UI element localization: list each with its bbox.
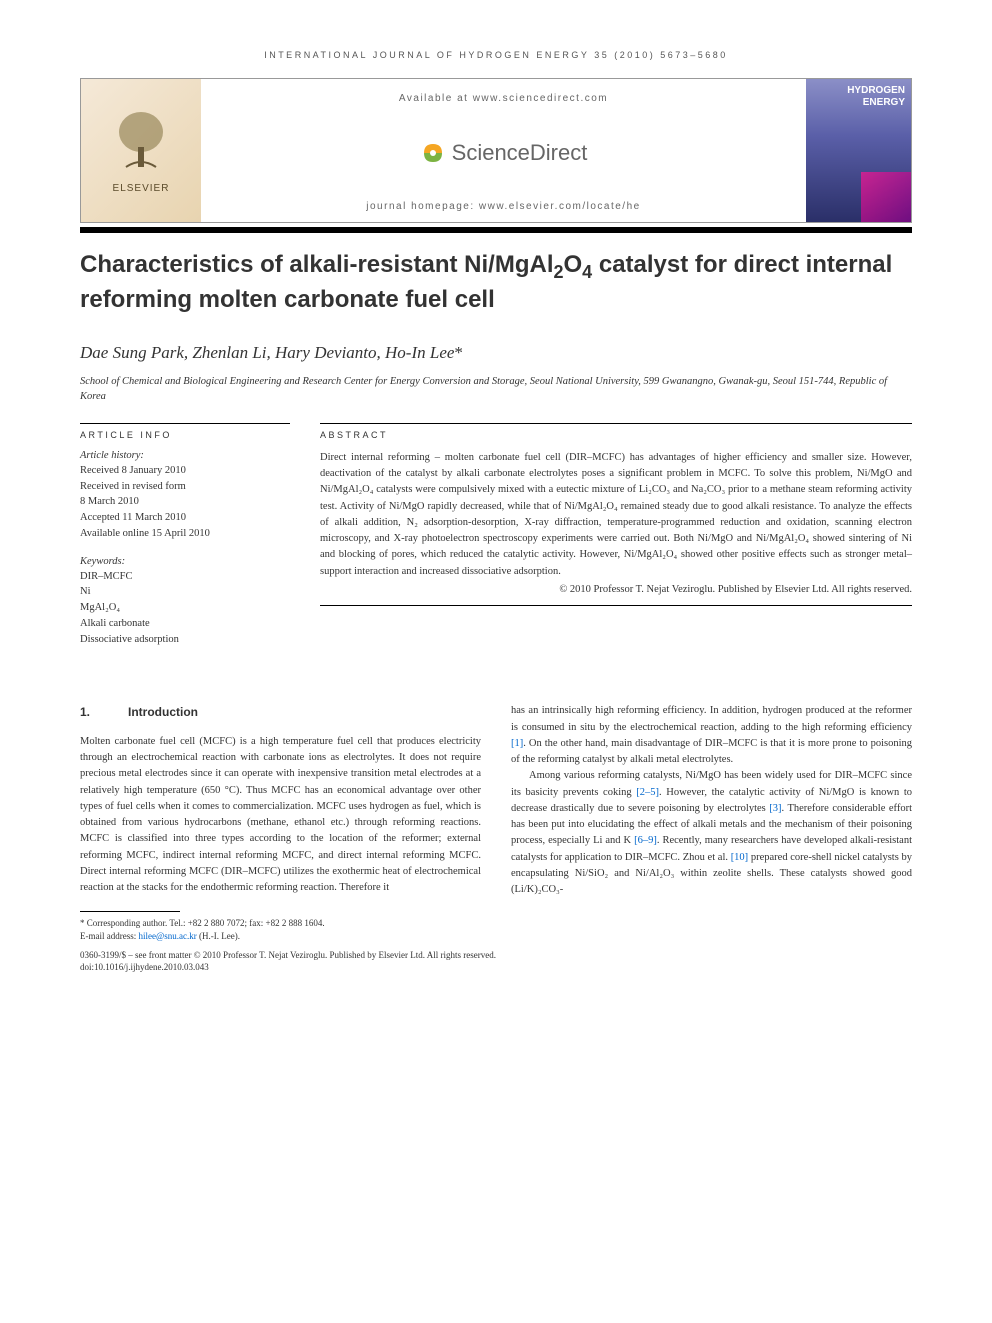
elsevier-logo: ELSEVIER: [81, 79, 201, 222]
keywords-block: Keywords: DIR–MCFC Ni MgAl₂O₄ Alkali car…: [80, 556, 290, 648]
history-line: Received 8 January 2010: [80, 463, 290, 479]
sciencedirect-logo: ScienceDirect: [420, 140, 588, 166]
title-part-2: O: [564, 251, 583, 278]
keyword: MgAl₂O₄: [80, 600, 290, 616]
email-footnote: E-mail address: hilee@snu.ac.kr (H.-I. L…: [80, 930, 481, 943]
abstract-copyright: © 2010 Professor T. Nejat Veziroglu. Pub…: [320, 584, 912, 595]
sciencedirect-text: ScienceDirect: [452, 140, 588, 166]
abstract-rule: [320, 423, 912, 424]
running-head: INTERNATIONAL JOURNAL OF HYDROGEN ENERGY…: [80, 50, 912, 60]
info-rule: [80, 423, 290, 424]
citation-link[interactable]: [6–9]: [634, 835, 657, 846]
info-abstract-row: ARTICLE INFO Article history: Received 8…: [80, 423, 912, 662]
email-link[interactable]: hilee@snu.ac.kr: [138, 931, 196, 941]
authors-line: Dae Sung Park, Zhenlan Li, Hary Devianto…: [80, 343, 912, 363]
affiliation: School of Chemical and Biological Engine…: [80, 375, 912, 404]
journal-homepage: journal homepage: www.elsevier.com/locat…: [366, 201, 640, 212]
section-title: Introduction: [128, 705, 198, 719]
article-title: Characteristics of alkali-resistant Ni/M…: [80, 249, 912, 315]
history-label: Article history:: [80, 450, 290, 461]
page-container: INTERNATIONAL JOURNAL OF HYDROGEN ENERGY…: [0, 0, 992, 1014]
body-text: has an intrinsically high reforming effi…: [511, 705, 912, 732]
doi-line: doi:10.1016/j.ijhydene.2010.03.043: [80, 961, 912, 974]
history-line: Received in revised form: [80, 479, 290, 495]
authors-text: Dae Sung Park, Zhenlan Li, Hary Devianto…: [80, 343, 454, 362]
cover-accent: [861, 172, 911, 222]
corresponding-star: *: [454, 343, 463, 362]
keyword: Ni: [80, 584, 290, 600]
body-columns: 1.Introduction Molten carbonate fuel cel…: [80, 703, 912, 942]
elsevier-tree-icon: [111, 107, 171, 177]
history-line: Available online 15 April 2010: [80, 526, 290, 542]
journal-cover: HYDROGEN ENERGY: [806, 79, 911, 222]
title-sub-1: 2: [553, 262, 563, 282]
body-paragraph: Molten carbonate fuel cell (MCFC) is a h…: [80, 734, 481, 897]
body-text: . On the other hand, main disadvantage o…: [511, 738, 912, 765]
body-column-right: has an intrinsically high reforming effi…: [511, 703, 912, 942]
bottom-metadata: 0360-3199/$ – see front matter © 2010 Pr…: [80, 949, 912, 974]
keyword: Alkali carbonate: [80, 616, 290, 632]
keywords-label: Keywords:: [80, 556, 290, 567]
body-column-left: 1.Introduction Molten carbonate fuel cel…: [80, 703, 481, 942]
section-number: 1.: [80, 703, 128, 722]
front-matter-line: 0360-3199/$ – see front matter © 2010 Pr…: [80, 949, 912, 962]
masthead-center: Available at www.sciencedirect.com Scien…: [201, 79, 806, 222]
title-part-1: Characteristics of alkali-resistant Ni/M…: [80, 251, 553, 278]
email-label: E-mail address:: [80, 931, 138, 941]
title-rule: [80, 227, 912, 233]
citation-link[interactable]: [1]: [511, 738, 523, 749]
available-at-text: Available at www.sciencedirect.com: [399, 93, 608, 104]
footnote-rule: [80, 911, 180, 912]
body-paragraph: Among various reforming catalysts, Ni/Mg…: [511, 768, 912, 898]
abstract-text: Direct internal reforming – molten carbo…: [320, 450, 912, 580]
history-line: 8 March 2010: [80, 494, 290, 510]
article-info-column: ARTICLE INFO Article history: Received 8…: [80, 423, 290, 662]
email-attribution: (H.-I. Lee).: [197, 931, 240, 941]
history-line: Accepted 11 March 2010: [80, 510, 290, 526]
abstract-column: ABSTRACT Direct internal reforming – mol…: [320, 423, 912, 662]
corresponding-author-footnote: * Corresponding author. Tel.: +82 2 880 …: [80, 917, 481, 930]
keyword: Dissociative adsorption: [80, 632, 290, 648]
body-paragraph: has an intrinsically high reforming effi…: [511, 703, 912, 768]
section-heading: 1.Introduction: [80, 703, 481, 722]
abstract-bottom-rule: [320, 605, 912, 606]
citation-link[interactable]: [3]: [769, 803, 781, 814]
elsevier-label: ELSEVIER: [113, 183, 170, 194]
sciencedirect-icon: [420, 140, 446, 166]
cover-title: HYDROGEN ENERGY: [812, 85, 905, 109]
title-sub-2: 4: [582, 262, 592, 282]
citation-link[interactable]: [10]: [731, 852, 749, 863]
keyword: DIR–MCFC: [80, 569, 290, 585]
article-info-heading: ARTICLE INFO: [80, 430, 290, 440]
citation-link[interactable]: [2–5]: [636, 787, 659, 798]
masthead: ELSEVIER Available at www.sciencedirect.…: [80, 78, 912, 223]
article-history-block: Article history: Received 8 January 2010…: [80, 450, 290, 542]
abstract-heading: ABSTRACT: [320, 430, 912, 440]
